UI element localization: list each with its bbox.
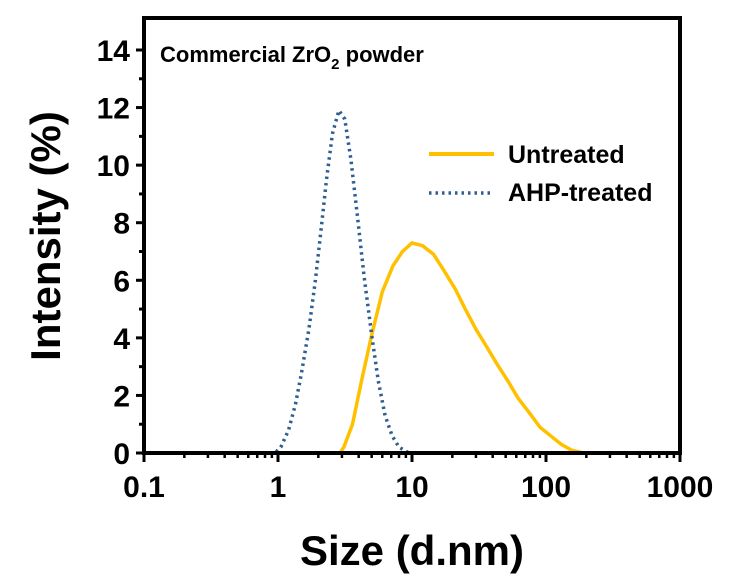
x-tick-label: 1: [270, 471, 287, 504]
x-tick-label: 1000: [647, 471, 714, 504]
y-tick-label: 10: [97, 150, 130, 183]
x-tick-label: 0.1: [123, 471, 165, 504]
y-tick-label: 12: [97, 93, 130, 126]
x-tick-label: 10: [395, 471, 428, 504]
y-tick-label: 0: [113, 438, 130, 471]
series-layer: [224, 108, 680, 455]
chart-title: Commercial ZrO2 powder: [160, 42, 424, 73]
legend: Untreated AHP-treated: [429, 141, 652, 207]
y-axis-label: Intensity (%): [22, 111, 69, 361]
legend-label-ahp-treated: AHP-treated: [508, 179, 652, 207]
y-tick-label: 2: [113, 380, 130, 413]
y-tick-label: 14: [97, 35, 131, 68]
plot-frame: [142, 16, 682, 455]
x-tick-label: 100: [521, 471, 571, 504]
legend-label-untreated: Untreated: [508, 141, 625, 169]
ticks-layer: 0 2 4 6 8 10 12 14 0.1 1 10 100 1000: [97, 35, 714, 504]
series-line-untreated: [224, 241, 680, 455]
y-tick-label: 8: [113, 208, 130, 241]
x-axis-label: Size (d.nm): [300, 527, 524, 574]
y-tick-label: 6: [113, 265, 130, 298]
y-tick-label: 4: [113, 323, 130, 356]
